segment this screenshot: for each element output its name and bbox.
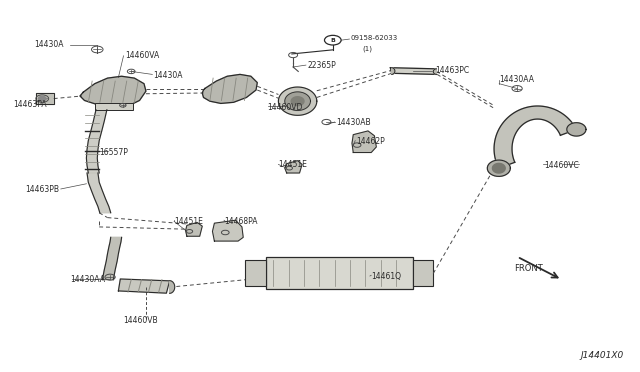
Polygon shape (390, 68, 436, 74)
Text: 14430A: 14430A (154, 71, 183, 80)
Bar (95, 103, 133, 110)
Text: J14401X0: J14401X0 (580, 351, 624, 360)
Text: 14430A: 14430A (35, 40, 64, 49)
Text: FRONT: FRONT (515, 264, 543, 273)
Text: B: B (330, 38, 335, 43)
Polygon shape (36, 93, 54, 104)
Polygon shape (186, 222, 202, 236)
Polygon shape (118, 279, 170, 293)
Text: (1): (1) (362, 45, 372, 52)
Polygon shape (567, 123, 586, 136)
Text: 14430AB: 14430AB (336, 118, 371, 126)
Polygon shape (86, 110, 107, 173)
Text: 14460VA: 14460VA (125, 51, 159, 60)
Bar (413, 260, 433, 286)
Polygon shape (494, 106, 577, 168)
Polygon shape (285, 92, 310, 110)
Text: 14463PB: 14463PB (26, 185, 60, 194)
Polygon shape (80, 76, 146, 108)
Text: 14451E: 14451E (278, 160, 307, 169)
Polygon shape (291, 97, 304, 106)
Text: 14451E: 14451E (174, 217, 203, 226)
Polygon shape (212, 220, 243, 241)
Polygon shape (278, 87, 317, 115)
Text: 09158-62033: 09158-62033 (351, 35, 398, 41)
Polygon shape (492, 163, 505, 173)
Text: 14461Q: 14461Q (371, 272, 401, 280)
Polygon shape (392, 68, 395, 74)
Text: 14430AA: 14430AA (70, 275, 106, 284)
Polygon shape (202, 74, 257, 103)
Circle shape (38, 96, 46, 101)
Text: 14460VB: 14460VB (124, 316, 158, 325)
Text: 14462P: 14462P (356, 137, 385, 146)
Text: 22365P: 22365P (307, 61, 336, 70)
Text: 14463PA: 14463PA (13, 100, 47, 109)
Polygon shape (488, 160, 510, 176)
Polygon shape (285, 161, 302, 173)
Polygon shape (352, 131, 376, 153)
Text: 14460VD: 14460VD (268, 103, 303, 112)
Polygon shape (433, 69, 436, 74)
Text: 14430AA: 14430AA (499, 76, 534, 84)
Text: 14463PC: 14463PC (435, 66, 469, 75)
Bar (266, 257, 413, 289)
Text: 14460VC: 14460VC (544, 161, 579, 170)
Polygon shape (102, 237, 122, 280)
Polygon shape (87, 173, 111, 213)
Text: 16557P: 16557P (99, 148, 128, 157)
Polygon shape (170, 280, 175, 293)
Text: 14468PA: 14468PA (224, 217, 257, 226)
Bar (245, 260, 266, 286)
